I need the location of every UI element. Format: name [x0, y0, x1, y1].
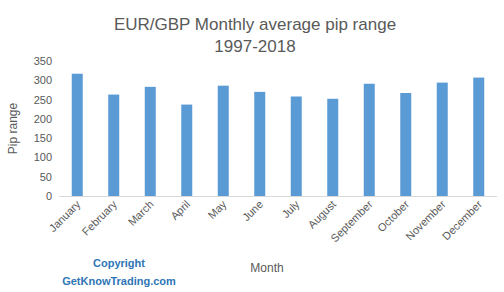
x-tick-label: August	[305, 198, 338, 231]
chart-subtitle: 1997-2018	[214, 37, 295, 56]
y-tick-label: 200	[34, 113, 52, 125]
bar	[218, 86, 229, 196]
x-tick-label: June	[240, 198, 265, 223]
y-tick	[56, 196, 59, 197]
y-tick-label: 300	[34, 74, 52, 86]
bar	[473, 78, 484, 196]
x-tick-label: January	[47, 198, 84, 235]
bar	[72, 74, 83, 196]
bar	[400, 93, 411, 196]
y-tick	[56, 118, 59, 119]
y-tick	[56, 99, 59, 100]
bar	[327, 99, 338, 196]
chart: EUR/GBP Monthly average pip range 1997-20…	[0, 0, 504, 292]
annotation: Copyright	[93, 257, 145, 269]
bar	[254, 92, 265, 196]
x-axis-label: Month	[250, 261, 283, 275]
x-tick-label: April	[168, 198, 192, 222]
x-tick-label: October	[375, 198, 411, 234]
bars	[72, 74, 485, 196]
bar	[364, 84, 375, 196]
bar	[108, 95, 119, 196]
y-tick-label: 50	[40, 171, 52, 183]
bar	[291, 96, 302, 196]
y-tick	[56, 138, 59, 139]
y-axis-label: Pip range	[6, 102, 20, 154]
y-tick	[56, 176, 59, 177]
x-tick-label: September	[328, 198, 375, 245]
y-tick	[56, 80, 59, 81]
x-tick-label: March	[126, 198, 156, 228]
y-tick-label: 0	[46, 190, 52, 202]
x-tick-label: May	[205, 198, 229, 222]
x-axis-line	[59, 196, 497, 197]
y-tick	[56, 157, 59, 158]
y-tick-label: 350	[34, 55, 52, 67]
x-tick-label: July	[279, 198, 302, 221]
bar	[145, 87, 156, 196]
y-tick	[56, 61, 59, 62]
y-tick-label: 150	[34, 132, 52, 144]
chart-title: EUR/GBP Monthly average pip range	[114, 15, 396, 34]
y-tick-label: 250	[34, 94, 52, 106]
chart-container: EUR/GBP Monthly average pip range 1997-20…	[0, 0, 504, 292]
x-tick-label: February	[80, 198, 120, 238]
x-tick-label: December	[440, 198, 485, 243]
y-tick-label: 100	[34, 151, 52, 163]
bar	[437, 83, 448, 196]
bar	[181, 105, 192, 196]
annotation: GetKnowTrading.com	[62, 275, 176, 287]
